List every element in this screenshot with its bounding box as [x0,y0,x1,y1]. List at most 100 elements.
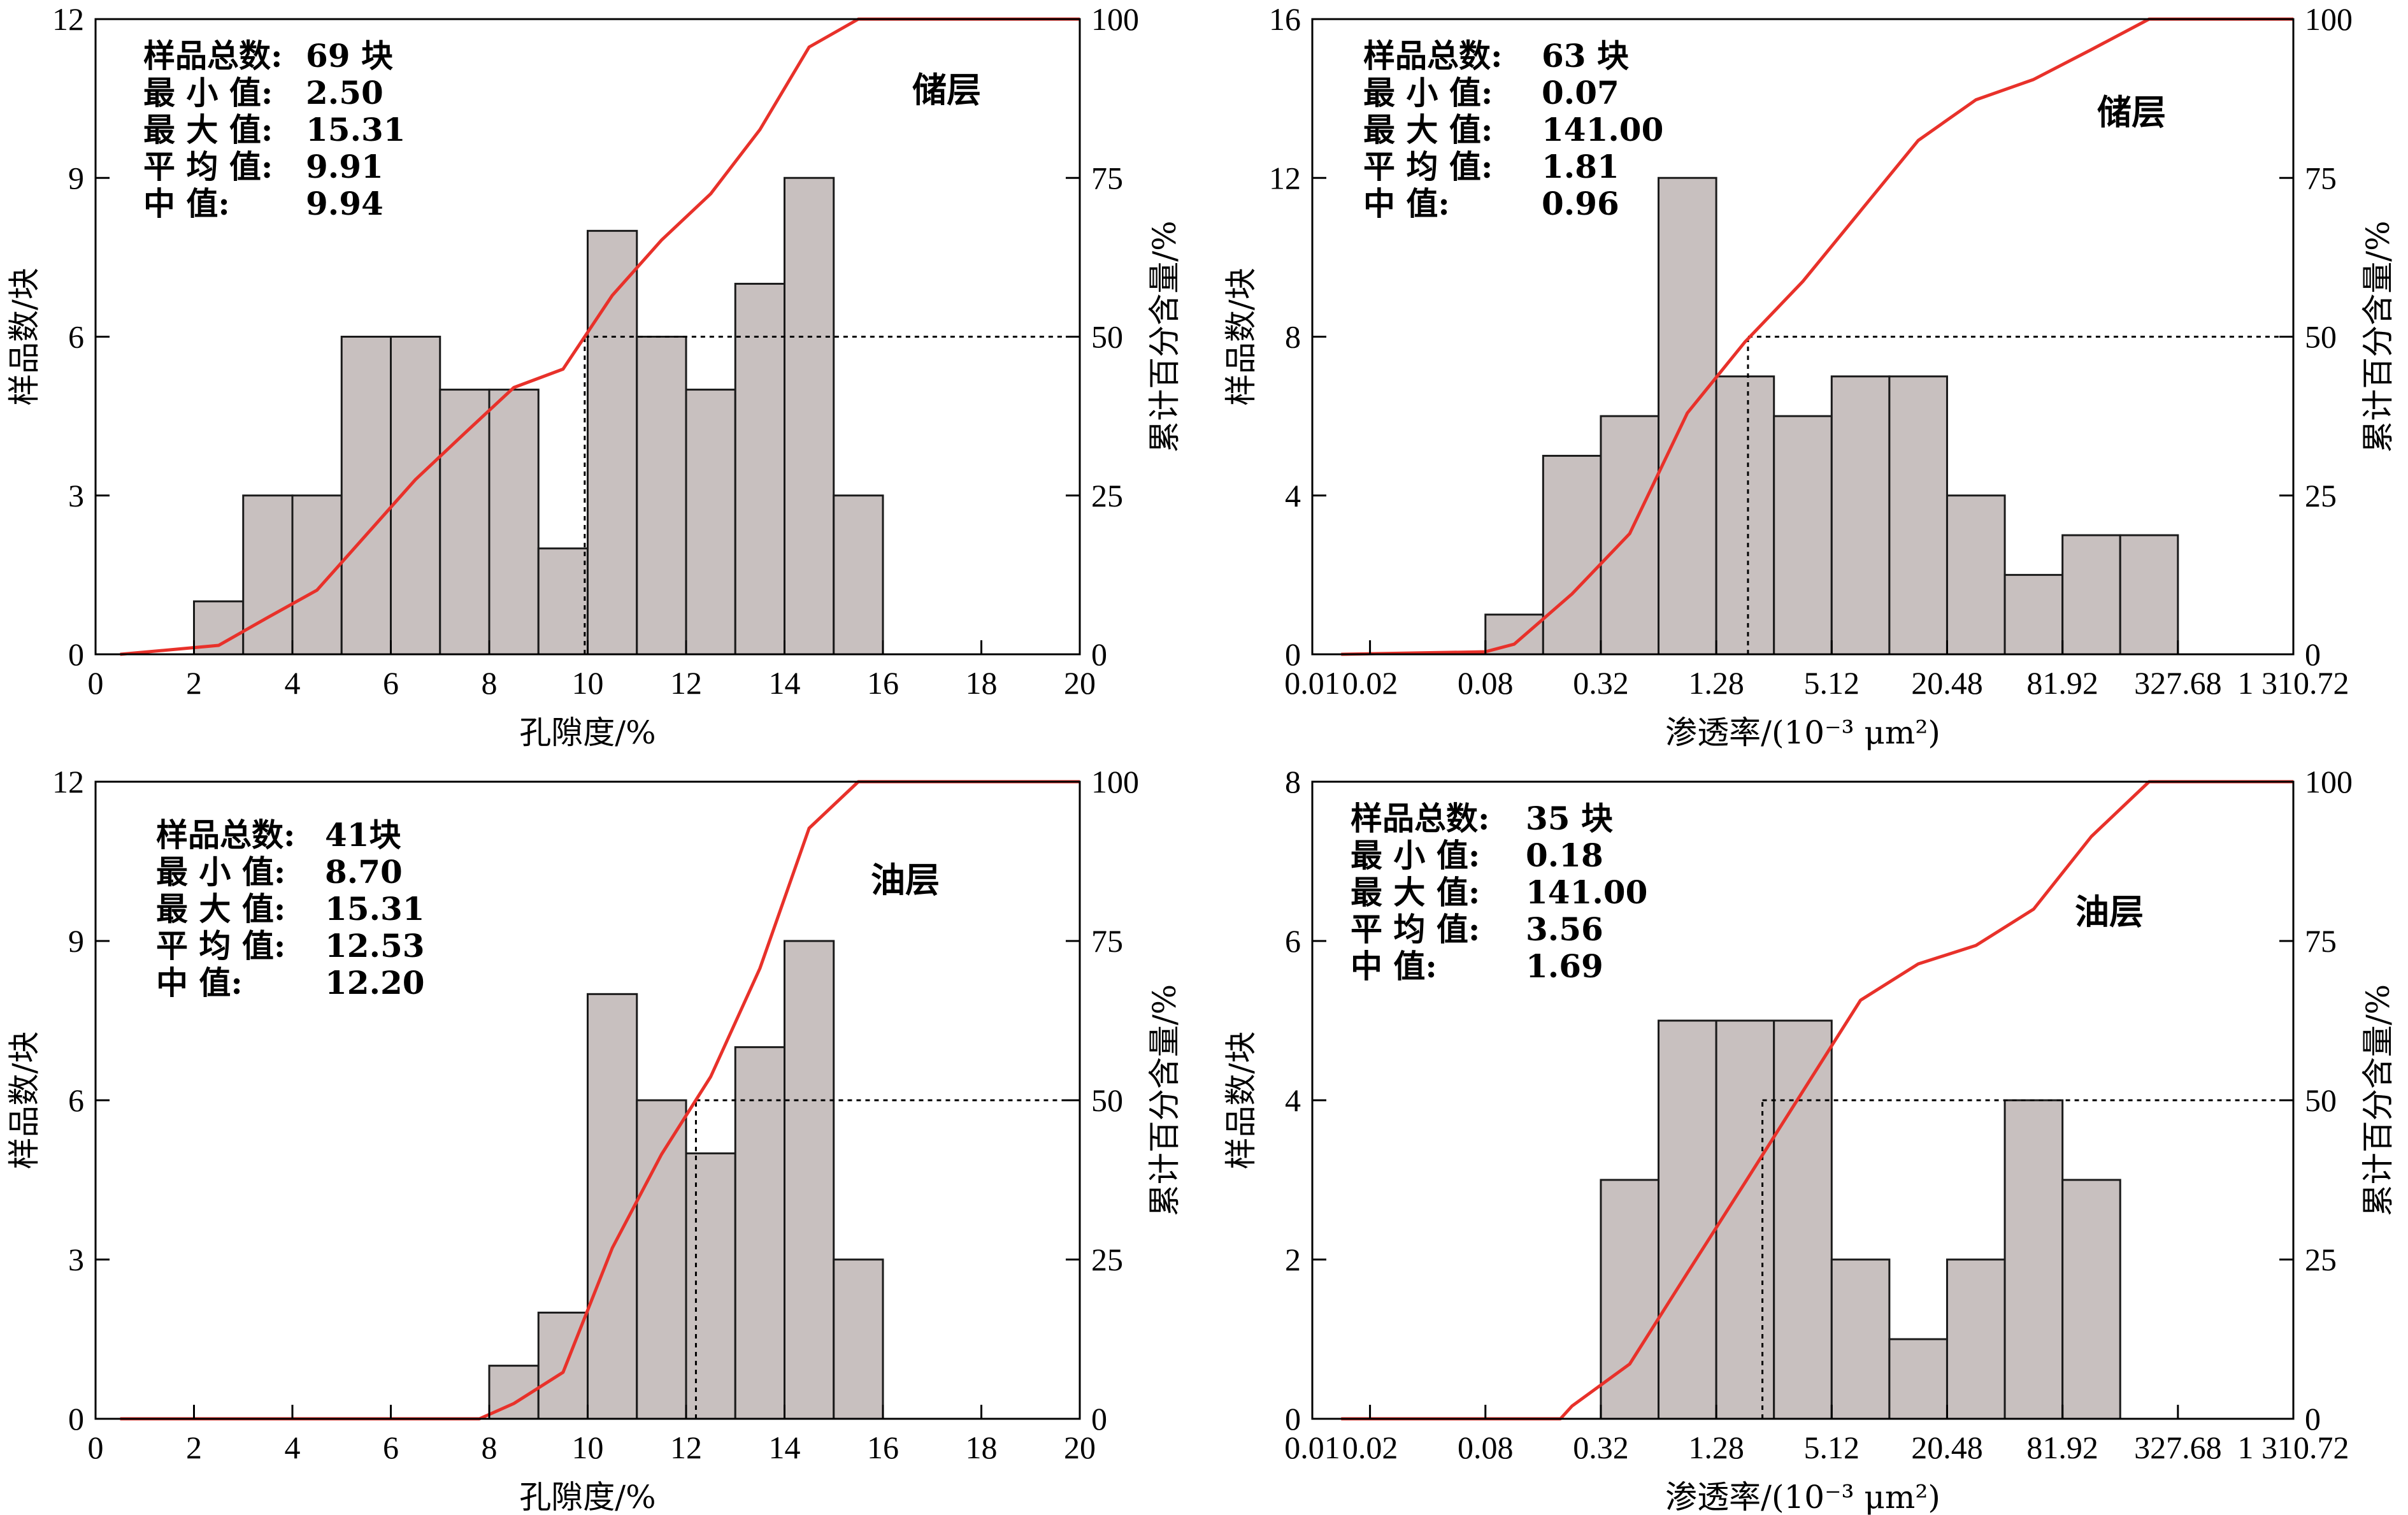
histogram-bar [1888,375,1948,656]
stat-value: 1.69 [1526,947,1603,985]
histogram-bar [537,547,589,656]
y-tick-label: 3 [68,1242,84,1277]
x-tick-label: 1 310.72 [2238,665,2349,701]
stat-label: 平 均 值: [156,927,285,965]
y-tick-label: 8 [1285,319,1301,355]
x-tick-label: 0.02 [1342,1430,1398,1465]
histogram-bar [1946,494,2006,656]
y2-tick-label: 50 [2305,319,2337,355]
y2-tick-label: 25 [2305,1242,2337,1277]
x-tick-label: 4 [285,665,301,701]
histogram-bar [488,389,540,656]
y-tick-label: 0 [68,1401,84,1437]
histogram-bar [1715,375,1775,656]
chart-panel-3: 0 3 6 9 12 0 25 50 75 100 0 2 4 6 8 10 12 14 16 18 20 孔隙度/% 样品… [6,764,1183,1515]
histogram-bar [734,1046,785,1420]
stat-value: 8.70 [325,853,403,891]
x-tick-label: 16 [867,1430,899,1465]
stat-label: 中 值: [1351,947,1437,985]
layer-tag: 油层 [871,859,940,900]
stat-label: 最 小 值: [143,74,273,111]
stat-value: 9.94 [306,185,383,222]
stat-value: 9.91 [306,148,383,185]
stat-value: 69 块 [306,37,393,75]
stat-label: 中 值: [143,185,230,222]
histogram-bar [587,229,638,656]
histogram-bar [833,494,884,656]
x-tick-label: 5.12 [1804,665,1860,701]
stat-label: 样品总数: [156,816,295,854]
y-tick-label: 9 [68,160,84,196]
y-tick-label: 12 [52,1,84,37]
x-axis-label: 渗透率/(10⁻³ μm²) [1665,714,1940,751]
y2-tick-label: 0 [1091,636,1107,672]
histogram-bar [439,389,491,656]
x-tick-label: 14 [769,1430,801,1465]
x-tick-label: 0.32 [1573,1430,1629,1465]
x-tick-label: 4 [285,1430,301,1465]
layer-tag: 储层 [2097,92,2166,133]
y-tick-label: 9 [68,923,84,959]
stat-value: 12.20 [325,964,425,1002]
cumulative-percent-line [1341,780,2293,1421]
layer-tag: 油层 [2075,891,2144,932]
stat-value: 0.18 [1526,836,1603,874]
y2-axis-label: 累计百分含量/% [1146,220,1183,452]
chart-panel-1: 0 3 6 9 12 0 25 50 75 100 0 2 4 6 8 10 12 14 16 18 20 孔隙度/% 样品… [6,1,1183,751]
y2-tick-label: 0 [2305,1401,2321,1437]
histogram-bar [1658,1019,1717,1420]
x-tick-label: 6 [383,665,399,701]
y-tick-label: 3 [68,478,84,513]
histogram-bar [340,336,392,656]
y-tick-label: 6 [1285,923,1301,959]
x-axis-label: 孔隙度/% [519,714,656,751]
y2-axis-label: 累计百分含量/% [1146,984,1183,1216]
y-axis-label: 样品数/块 [6,1031,43,1170]
stat-value: 3.56 [1526,910,1603,948]
histogram-bar [587,993,638,1420]
histogram-bar [1830,1258,1891,1420]
stat-label: 样品总数: [1363,37,1502,75]
y2-tick-label: 0 [2305,636,2321,672]
y2-tick-label: 75 [1091,923,1123,959]
stat-value: 35 块 [1526,800,1613,837]
y-tick-label: 4 [1285,478,1301,513]
x-tick-label: 0.01 [1284,1430,1340,1465]
y-axis-label: 样品数/块 [1222,268,1259,406]
y2-tick-label: 75 [1091,160,1123,196]
cumulative-percent-line [1341,17,2293,656]
chart-panel-4: 0 2 4 6 8 0 25 50 75 100 0.01 0.02 0.08 0.32 1.28 5.12 2… [1222,764,2397,1515]
x-tick-label: 10 [572,665,604,701]
y-tick-label: 12 [1269,160,1301,196]
x-axis-label: 孔隙度/% [519,1479,656,1515]
stat-value: 15.31 [306,111,406,148]
x-tick-label: 81.92 [2026,1430,2098,1465]
histogram-bar [734,282,785,656]
y2-tick-label: 50 [1091,1082,1123,1118]
stat-label: 最 小 值: [156,853,285,891]
x-tick-label: 2 [186,1430,202,1465]
x-tick-label: 12 [670,665,702,701]
y2-tick-label: 25 [2305,478,2337,513]
stat-label: 最 大 值: [1363,111,1493,148]
x-tick-label: 1 310.72 [2238,1430,2349,1465]
x-tick-label: 0.01 [1284,665,1340,701]
stat-value: 2.50 [306,74,383,111]
y2-tick-label: 100 [2305,1,2353,37]
stat-label: 中 值: [1363,185,1450,222]
stat-label: 样品总数: [143,37,282,75]
histogram-bar [1773,1019,1833,1420]
stat-label: 最 大 值: [156,890,285,928]
x-tick-label: 327.68 [2134,1430,2222,1465]
x-tick-label: 16 [867,665,899,701]
stat-label: 平 均 值: [143,148,273,185]
histogram-bar [784,940,835,1420]
histogram-bar [2119,534,2179,656]
x-tick-label: 20.48 [1911,1430,1983,1465]
y-tick-label: 4 [1285,1082,1301,1118]
histogram-bar [1888,1338,1948,1420]
x-tick-label: 2 [186,665,202,701]
histogram-bar [2061,1179,2121,1420]
y2-tick-label: 50 [1091,319,1123,355]
histogram-bar [390,336,441,656]
